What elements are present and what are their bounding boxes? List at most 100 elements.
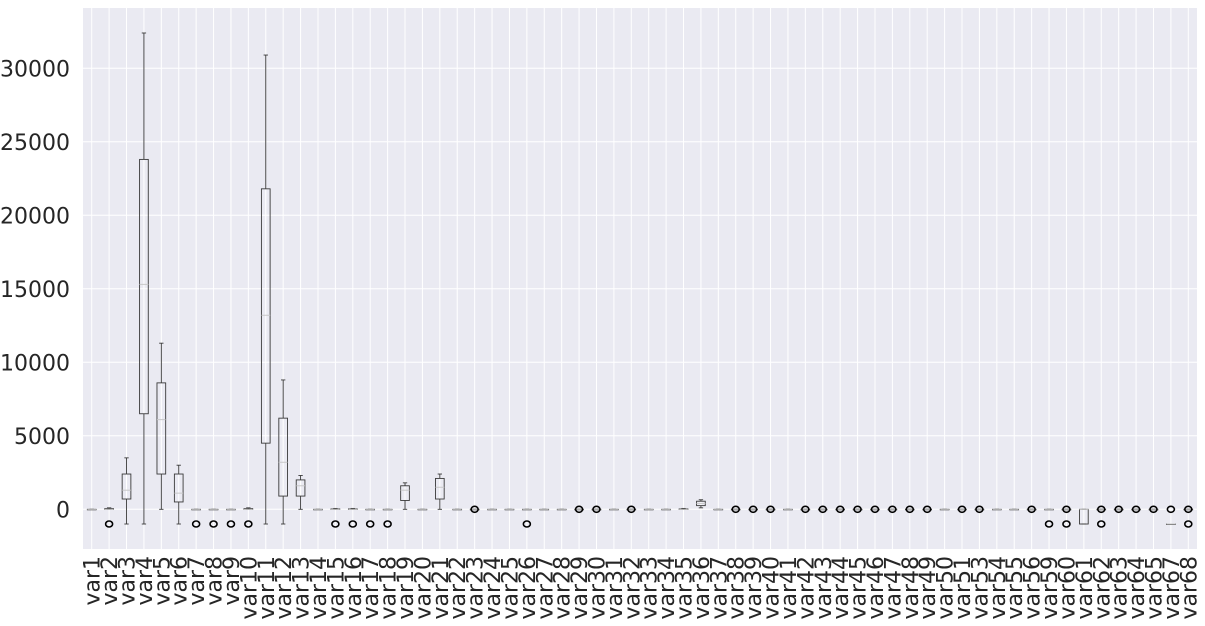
x-tick-label: var20: [411, 556, 436, 620]
box-var39: [748, 505, 758, 514]
box-var47: [887, 505, 898, 514]
x-tick-label: var40: [760, 556, 785, 620]
box-var28: [556, 508, 567, 511]
x-tick-label: var44: [829, 556, 854, 620]
x-tick-label: var41: [777, 556, 802, 620]
box-var55: [1009, 508, 1020, 511]
x-tick-label: var56: [1021, 556, 1046, 620]
outlier-point: [905, 505, 915, 514]
x-tick-label: var4: [133, 556, 158, 606]
x-tick-label: var35: [673, 556, 698, 620]
box-var35: [678, 507, 689, 510]
outlier-point: [801, 505, 810, 514]
x-tick-label: var45: [847, 556, 872, 620]
box-var61: [1079, 508, 1089, 525]
x-tick-label: var50: [934, 556, 959, 620]
x-tick-label: var24: [481, 556, 506, 620]
x-tick-label: var16: [342, 556, 367, 620]
outlier-point: [731, 505, 741, 514]
box-var60: [1061, 505, 1072, 528]
box-var5: [156, 342, 167, 510]
box-var37: [713, 508, 724, 511]
box-var9: [226, 508, 236, 528]
box-var46: [870, 505, 880, 514]
outlier-point: [574, 505, 584, 514]
x-tick-label: var19: [394, 556, 419, 620]
outlier-point: [1027, 505, 1036, 514]
outlier-point: [1131, 505, 1141, 514]
box-var27: [539, 508, 550, 511]
outlier-point: [1149, 505, 1158, 514]
box-var7: [191, 508, 201, 528]
outlier-point: [1183, 505, 1193, 514]
x-tick-label: var23: [464, 556, 489, 620]
x-tick-label: var47: [881, 556, 906, 620]
outlier-point: [348, 520, 358, 528]
outlier-point: [1096, 520, 1106, 528]
x-tick-label: var64: [1125, 556, 1150, 620]
box-var29: [574, 505, 584, 514]
x-tick-label: var9: [220, 556, 245, 606]
x-tick-label: var63: [1108, 556, 1133, 620]
y-tick-label: 20000: [0, 204, 70, 229]
box-var65: [1148, 505, 1159, 514]
boxes-layer: [86, 32, 1194, 528]
box-var68: [1183, 505, 1194, 528]
x-tick-label: var68: [1177, 556, 1202, 620]
box-var53: [974, 505, 985, 514]
box-var6: [173, 464, 184, 525]
box-var59: [1044, 508, 1054, 528]
box-var50: [939, 508, 950, 511]
x-tick-label: var62: [1090, 556, 1115, 620]
x-tick-label: var29: [568, 556, 593, 620]
box-var33: [643, 508, 654, 511]
x-tick-label: var59: [1038, 556, 1063, 620]
box-var49: [922, 505, 933, 514]
outlier-point: [818, 505, 828, 514]
box-body: [400, 485, 410, 501]
y-tick-label: 15000: [0, 278, 70, 303]
outlier-point: [626, 505, 636, 514]
box-var14: [313, 508, 323, 511]
box-var43: [817, 505, 828, 514]
box-var13: [295, 475, 306, 510]
x-tick-label: var51: [951, 556, 976, 620]
box-body: [156, 382, 167, 475]
outlier-point: [1166, 505, 1176, 514]
x-tick-label: var15: [324, 556, 349, 620]
box-var45: [852, 505, 863, 514]
x-tick-label: var53: [968, 556, 993, 620]
x-tick-label: var3: [116, 556, 141, 606]
x-tick-label: var38: [725, 556, 750, 620]
x-tick-label: var21: [429, 556, 454, 620]
outlier-point: [331, 520, 340, 528]
box-var12: [278, 379, 288, 525]
box-var31: [609, 508, 619, 511]
x-tick-label: var18: [377, 556, 402, 620]
box-var30: [591, 505, 602, 514]
box-var24: [487, 508, 497, 511]
x-tick-label: var7: [185, 556, 210, 606]
outlier-point: [957, 505, 967, 514]
box-var51: [957, 505, 967, 514]
y-tick-label: 0: [56, 498, 70, 523]
box-body: [278, 417, 288, 497]
outlier-point: [383, 520, 392, 528]
box-body: [173, 473, 184, 503]
box-var3: [121, 457, 132, 525]
box-var15: [330, 507, 341, 528]
outlier-point: [1096, 505, 1106, 514]
x-tick-label: var46: [864, 556, 889, 620]
box-body: [295, 479, 306, 497]
x-tick-label: var42: [794, 556, 819, 620]
outlier-point: [244, 520, 253, 528]
box-var20: [417, 508, 428, 511]
box-var38: [730, 505, 741, 514]
x-tick-label: var28: [551, 556, 576, 620]
x-axis-ticks: var1var2var3var4var5var6var7var8var9var1…: [81, 556, 1203, 620]
x-tick-label: var14: [307, 556, 332, 620]
x-tick-label: var32: [620, 556, 645, 620]
x-tick-label: var31: [603, 556, 628, 620]
outlier-point: [104, 520, 114, 528]
